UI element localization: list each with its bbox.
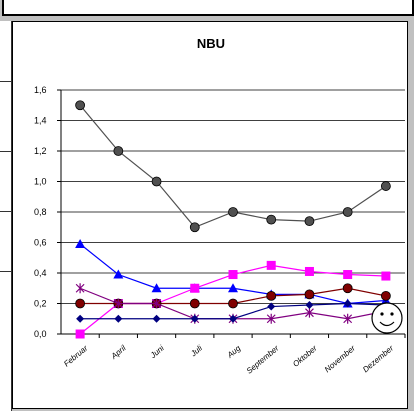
data-point: [380, 290, 391, 301]
data-point: [152, 298, 161, 309]
data-point: [266, 313, 276, 324]
data-point: [189, 222, 200, 233]
data-point: [342, 283, 353, 294]
data-point: [381, 271, 391, 281]
x-tick-label: April: [109, 344, 128, 362]
previous-chart-frame-edge: [2, 0, 414, 16]
chart-frame: NBU 0,0 0,2 0,4 0,6 0,8 1,0 1,2 1,4 1,6 Februar A…: [12, 21, 408, 409]
data-point: [190, 283, 200, 293]
data-point: [304, 289, 315, 300]
left-gutter: [0, 21, 12, 411]
smiley-icon: [371, 302, 403, 334]
data-point: [75, 283, 85, 294]
x-tick-label: Februar: [62, 343, 90, 368]
x-tick-labels: Februar April Juni Juli Aug September Oktober N…: [62, 343, 395, 375]
chart-title: NBU: [197, 36, 225, 51]
data-point: [151, 283, 162, 293]
data-point: [114, 314, 123, 323]
nbu-line-chart: NBU 0,0 0,2 0,4 0,6 0,8 1,0 1,2 1,4 1,6 Februar A…: [34, 36, 406, 376]
data-series: [75, 283, 391, 309]
data-point: [228, 298, 238, 309]
y-tick-label: 0,4: [34, 268, 47, 278]
y-tick-label: 1,0: [34, 177, 47, 187]
x-tick-label: Juni: [148, 344, 166, 361]
y-tick-labels: 0,0 0,2 0,4 0,6 0,8 1,0 1,2 1,4 1,6: [34, 85, 47, 339]
y-tick-label: 0,0: [34, 329, 47, 339]
data-point: [75, 329, 85, 339]
data-point: [151, 176, 162, 187]
y-tick-label: 1,6: [34, 85, 47, 95]
data-point: [267, 302, 276, 311]
gutter-tick: [0, 211, 11, 212]
y-tick-label: 0,8: [34, 207, 47, 217]
data-point: [304, 216, 315, 227]
gutter-tick: [0, 81, 11, 82]
x-tick-label: Juli: [188, 344, 204, 359]
data-point: [113, 298, 123, 309]
data-point: [228, 270, 238, 280]
data-series: [75, 100, 391, 233]
data-point: [343, 299, 352, 308]
data-point: [266, 214, 277, 225]
gutter-line: [11, 21, 12, 411]
y-tick-label: 1,2: [34, 146, 47, 156]
data-point: [113, 269, 124, 279]
series-group: [75, 100, 391, 339]
data-point: [342, 207, 353, 217]
x-tick-label: Aug: [225, 343, 243, 360]
y-tick-label: 0,2: [34, 299, 47, 309]
data-point: [75, 100, 86, 111]
top-strip: [0, 0, 414, 21]
x-tick-label: Oktober: [291, 343, 319, 368]
gutter-tick: [0, 151, 11, 152]
data-point: [343, 270, 353, 280]
data-point: [305, 301, 314, 310]
x-tick-label: November: [323, 343, 357, 374]
x-tick-label: September: [245, 343, 281, 375]
gutter-tick: [0, 271, 11, 272]
data-point: [190, 314, 199, 323]
data-point: [229, 314, 237, 323]
data-point: [189, 298, 200, 309]
data-point: [75, 239, 86, 249]
data-point: [305, 307, 314, 318]
data-point: [304, 266, 314, 276]
data-point: [113, 146, 124, 156]
data-point: [380, 181, 391, 191]
data-point: [266, 290, 277, 301]
data-point: [228, 283, 238, 293]
y-tick-label: 1,4: [34, 116, 47, 126]
data-point: [76, 314, 85, 323]
data-point: [343, 313, 353, 324]
y-tick-label: 0,6: [34, 238, 47, 248]
data-point: [228, 207, 238, 217]
data-point: [75, 298, 86, 309]
data-point: [152, 314, 161, 323]
data-point: [266, 260, 276, 270]
x-tick-label: Dezember: [361, 343, 395, 374]
right-gutter: [408, 21, 414, 411]
